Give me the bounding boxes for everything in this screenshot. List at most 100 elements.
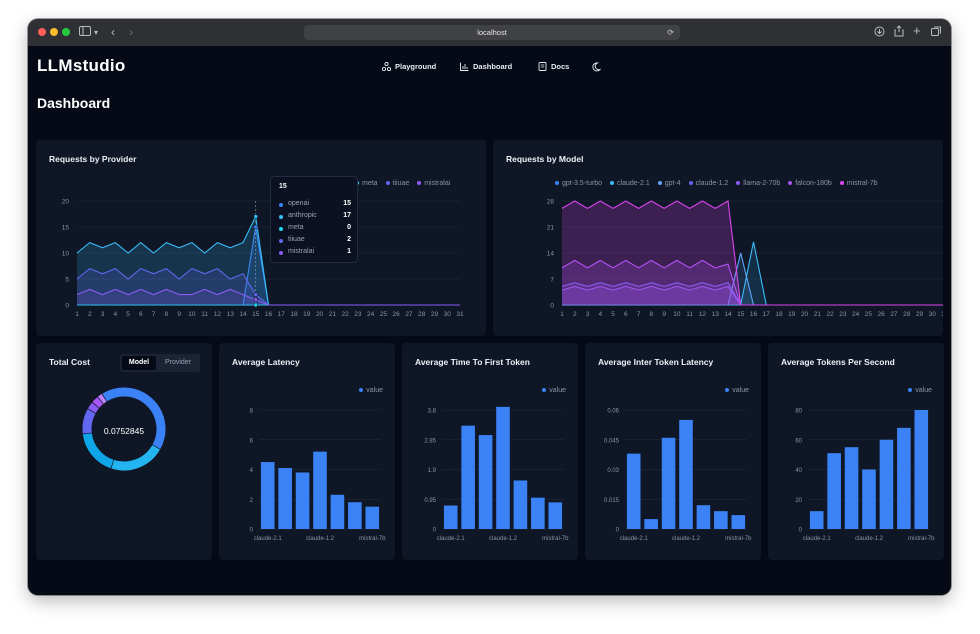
bar [696,505,711,529]
total-cost-card: Total Cost Model Provider 0.0752845 [36,343,212,560]
total-cost-title: Total Cost [49,357,90,367]
share-icon[interactable] [894,25,904,40]
legend-dot [417,181,422,186]
chevron-down-icon[interactable]: ▾ [94,28,99,37]
legend-dot [610,181,615,186]
nav-playground[interactable]: Playground [382,62,436,71]
donut-slice [92,397,104,408]
average-itl-chart[interactable]: 0 0.015 0.03 0.045 0.06 claude-2.1 claude-1.2 m… [585,343,761,560]
y-tick-label: 15 [62,225,70,232]
model-legend: gpt-3.5-turbo claude-2.1 gpt-4 claude-1.… [549,180,877,187]
forward-arrow-icon[interactable]: › [129,25,133,39]
minimize-window-button[interactable] [50,28,58,36]
toggle-model-option[interactable]: Model [122,356,156,370]
bar [827,453,841,529]
legend-item[interactable]: gpt-4 [664,180,681,187]
bar [278,468,292,529]
average-ttft-chart[interactable]: 0 0.95 1.9 2.85 3.8 claude-2.1 claude-1.2 mistr… [402,343,578,560]
bar [844,447,859,529]
bar [626,453,641,529]
bar [330,494,345,529]
legend-item[interactable]: value [549,387,566,394]
nav-dashboard[interactable]: Dashboard [460,62,512,71]
zoom-window-button[interactable] [62,28,70,36]
page-content: LLMstudio Playground Dashboard Docs Dash… [28,46,951,595]
download-icon[interactable] [874,26,885,40]
toggle-provider-option[interactable]: Provider [164,359,192,366]
legend-item[interactable]: tiiuae [392,180,410,187]
legend-item[interactable]: value [366,387,383,394]
x-tick-label: 1 [75,311,79,318]
address-bar[interactable]: localhost ⟳ [304,25,680,40]
x-tick-label: 5 [126,311,130,318]
x-tick-label: claude-2.1 [437,536,466,542]
new-tab-icon[interactable]: + [913,23,921,38]
nav-docs[interactable]: Docs [538,62,569,71]
series-area-mistral-7b [562,201,943,305]
legend-item[interactable]: claude-1.2 [695,180,729,187]
legend-item[interactable]: value [915,387,932,394]
sidebar-toggle-icon[interactable] [79,26,91,39]
hover-point [253,224,259,230]
legend-item[interactable]: value [732,387,749,394]
legend-item[interactable]: mistral-7b [846,180,878,187]
back-arrow-icon[interactable]: ‹ [111,25,115,39]
requests-by-provider-card: Requests by Provider ic meta tiiuae mist… [36,140,486,336]
bar [531,497,545,529]
legend-dot [839,181,844,186]
x-tick-label: claude-2.1 [803,536,832,542]
y-tick-label: 0.95 [424,498,436,504]
y-tick-label: 60 [795,438,802,444]
bar [260,462,275,529]
hover-point [253,302,259,308]
donut-slice [102,387,166,449]
average-itl-card: Average Inter Token Latency value 0 0.015… [585,343,761,560]
legend-item[interactable]: falcon-180b [795,180,832,187]
close-window-button[interactable] [38,28,46,36]
x-tick-label: 15 [737,311,745,318]
x-tick-label: 30 [444,311,452,318]
x-tick-label: 26 [878,311,886,318]
x-tick-label: 7 [152,311,156,318]
y-tick-label: 0.06 [607,409,619,415]
y-tick-label: 40 [795,468,802,474]
legend-item[interactable]: mistralai [424,180,451,187]
x-tick-label: 31 [456,311,464,318]
app-logo[interactable]: LLMstudio [37,56,126,75]
x-tick-label: 26 [393,311,401,318]
tooltip-row-value: 17 [343,212,351,219]
legend-dot [385,181,390,186]
tab-overview-icon[interactable] [931,26,942,40]
x-tick-label: 10 [188,311,196,318]
legend-item[interactable]: llama-2-70b [743,180,781,187]
average-tps-card: Average Tokens Per Second value 0 20 40 60 8… [768,343,944,560]
theme-toggle-button[interactable] [591,62,601,72]
legend-item[interactable]: claude-2.1 [617,180,650,187]
x-tick-label: 16 [750,311,758,318]
total-cost-donut-chart[interactable] [36,343,212,560]
x-tick-label: 25 [380,311,388,318]
nav-dashboard-label: Dashboard [473,62,513,71]
y-tick-label: 28 [547,199,555,206]
average-latency-chart[interactable]: 0 2 4 6 8 claude-2.1 claude-1.2 mistral-7b [219,343,395,560]
legend-item[interactable]: gpt-3.5-turbo [562,180,603,187]
x-tick-label: 18 [290,311,298,318]
y-tick-label: 1.9 [428,468,437,474]
x-tick-label: 7 [637,311,641,318]
x-tick-label: 23 [354,311,362,318]
reload-icon[interactable]: ⟳ [667,28,674,37]
x-tick-label: claude-1.2 [306,536,335,542]
x-tick-label: 11 [201,311,208,318]
legend-dot [555,181,559,186]
x-tick-label: claude-2.1 [254,536,283,542]
series-area-tiiuae [77,268,460,305]
bar [914,410,929,529]
legend-item[interactable]: meta [362,180,378,187]
x-tick-label: 9 [177,311,181,318]
average-tps-chart[interactable]: 0 20 40 60 80 claude-2.1 claude-1.2 mistral-7b [768,343,944,560]
bar [809,511,824,529]
x-tick-label: 22 [826,311,834,318]
x-tick-label: 4 [113,311,117,318]
